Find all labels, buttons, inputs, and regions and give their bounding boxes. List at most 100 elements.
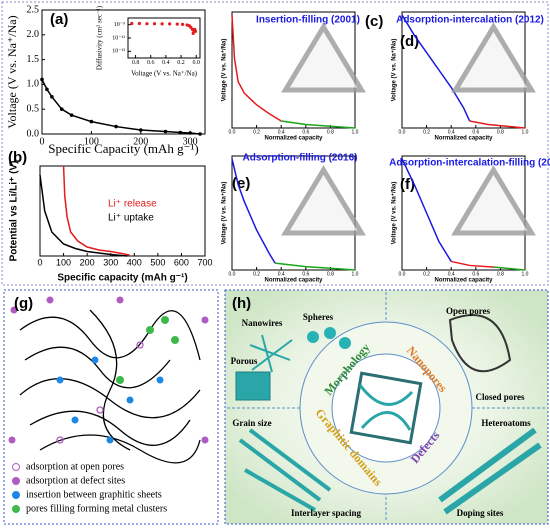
series-line	[231, 14, 282, 122]
x-axis-label: Voltage (V vs. Na⁺/Na)	[131, 70, 198, 78]
x-tick-label: 0.0	[229, 129, 236, 135]
data-point	[130, 21, 134, 26]
y-axis-label: Voltage (V vs. Na⁺/Na)	[221, 182, 228, 245]
x-tick-label: 1.0	[522, 271, 529, 277]
legend-marker	[12, 477, 20, 485]
y-axis-label: Voltage (V vs. Na⁺/Na)	[5, 15, 19, 128]
x-tick-label: 300	[103, 258, 118, 268]
y-tick-label: 1.0	[27, 79, 40, 90]
item-label: Spheres	[303, 312, 334, 322]
series-line	[281, 120, 356, 129]
x-tick-label: 0.4	[448, 271, 455, 277]
data-point	[163, 129, 168, 134]
x-tick-label: 300	[183, 136, 198, 147]
plot-frame	[41, 9, 206, 135]
item-label: Heteroatoms	[481, 418, 531, 428]
item-label: Closed pores	[475, 392, 525, 402]
x-tick-label: 0.6	[472, 129, 479, 135]
x-tick-label: 200	[133, 136, 148, 147]
chart-title: Adsorption-filling (2016)	[243, 153, 358, 164]
x-tick-label: 0.2	[423, 271, 430, 277]
series-line	[41, 79, 201, 135]
series-line	[231, 158, 276, 264]
legend-marker	[12, 463, 20, 471]
chart-title: Insertion-filling (2001)	[256, 15, 360, 26]
x-tick-label: 100	[56, 258, 71, 268]
x-axis-label: Normalized capacity	[434, 136, 493, 142]
x-tick-label: 0.6	[302, 271, 309, 277]
x-tick-label: 0.4	[278, 129, 285, 135]
panel-label: (a)	[50, 11, 68, 28]
x-tick-label: 0.6	[147, 60, 155, 66]
data-point	[89, 119, 94, 124]
plot-frame	[401, 11, 526, 129]
x-tick-label: 0.4	[278, 271, 285, 277]
x-tick-label: 0.2	[253, 129, 260, 135]
x-tick-label: 700	[197, 258, 212, 268]
x-tick-label: 0.4	[162, 60, 170, 66]
x-axis-label: Specific capacity (mAh g⁻¹)	[57, 273, 187, 284]
data-point	[40, 77, 44, 82]
plot-frame	[231, 11, 356, 129]
y-axis-label: Voltage (V vs. Na⁺/Na)	[391, 182, 398, 245]
x-axis-label: Normalized capacity	[264, 278, 323, 284]
y-tick-label: 2.5	[27, 4, 40, 15]
y-tick-label: 10⁻¹¹	[112, 35, 125, 41]
y-tick-label: 0.5	[27, 103, 40, 114]
data-point	[145, 22, 149, 26]
y-tick-label: 2.0	[27, 29, 40, 40]
panel-label: (g)	[14, 295, 33, 312]
data-point	[188, 131, 192, 135]
legend-label: adsorption at defect sites	[26, 475, 125, 486]
y-tick-label: 1.5	[27, 54, 40, 65]
chart-title: Adsorption-intercalation (2012)	[396, 15, 544, 26]
data-point	[137, 21, 141, 26]
x-tick-label: 0.6	[302, 129, 309, 135]
x-tick-label: 0.2	[177, 60, 185, 66]
series-line	[469, 120, 526, 129]
data-point	[50, 95, 54, 99]
y-axis-label: Diffusivity (cm² sec⁻¹)	[96, 5, 104, 70]
panel-g-art	[8, 296, 209, 464]
x-tick-label: 0.0	[192, 60, 200, 66]
legend-marker	[12, 491, 20, 499]
panel-label: (f)	[400, 176, 415, 193]
series-line	[401, 158, 452, 262]
item-label: Grain size	[232, 418, 271, 428]
x-axis-label: Specific Capacity (mAh g⁻¹)	[48, 141, 198, 156]
x-tick-label: 500	[150, 258, 165, 268]
x-tick-label: 0	[37, 258, 42, 268]
data-point	[180, 22, 185, 26]
data-point	[168, 22, 172, 26]
x-axis-label: Normalized capacity	[264, 136, 323, 142]
data-point	[193, 29, 198, 33]
data-point	[114, 124, 118, 129]
legend-label: adsorption at open pores	[26, 461, 124, 472]
y-tick-label: 0.0	[27, 128, 40, 139]
plot-frame	[231, 155, 356, 271]
data-point	[69, 113, 74, 117]
y-axis-label: Voltage (V vs. Na⁺/Na)	[221, 39, 228, 102]
x-tick-label: 0.4	[448, 129, 455, 135]
x-tick-label: 600	[174, 258, 189, 268]
structure-icon	[281, 165, 366, 236]
legend-label: pores filling forming metal clusters	[26, 503, 167, 514]
structure-icon	[451, 165, 536, 236]
plot-frame	[401, 155, 526, 271]
panel-label: (b)	[8, 149, 27, 166]
x-tick-label: 0.8	[132, 60, 140, 66]
item-label: Open pores	[446, 306, 491, 316]
data-point	[178, 130, 183, 135]
series-line	[274, 262, 356, 271]
panel-label: (d)	[400, 33, 419, 50]
item-label: Doping sites	[457, 508, 504, 518]
x-tick-label: 1.0	[352, 129, 359, 135]
structure-icon	[281, 22, 366, 93]
data-point	[45, 87, 49, 92]
item-label: Interlayer spacing	[291, 508, 362, 518]
data-point	[152, 22, 157, 26]
data-point	[175, 22, 179, 26]
data-point	[198, 132, 202, 136]
x-tick-label: 0.8	[497, 129, 504, 135]
